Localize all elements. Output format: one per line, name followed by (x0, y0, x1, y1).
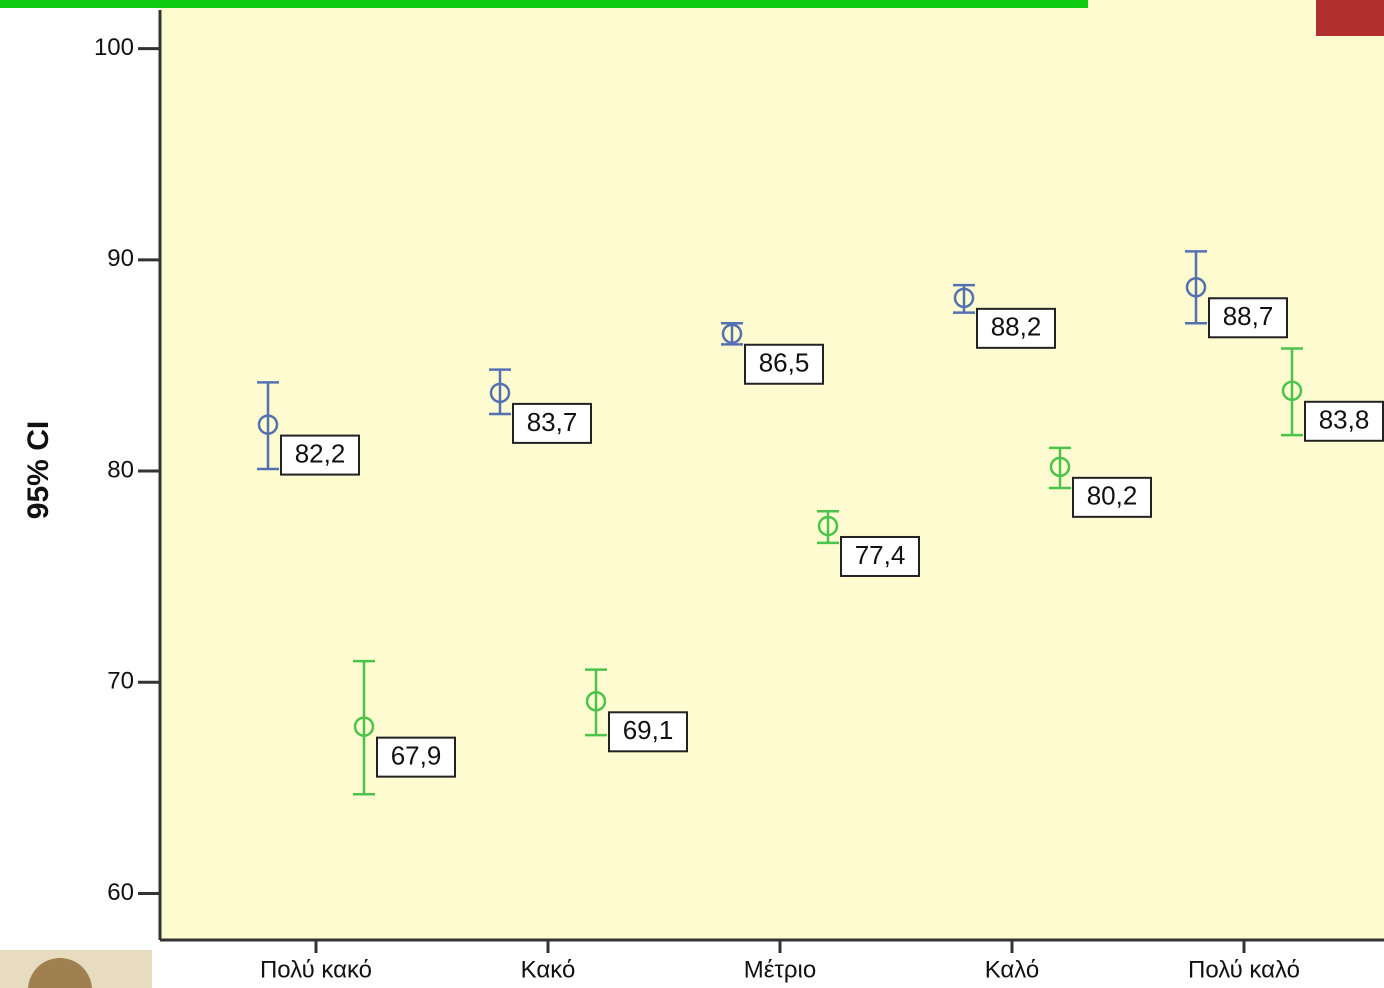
value-label-box (1072, 476, 1152, 518)
mean-marker (353, 716, 375, 737)
x-tick-label: Πολύ καλό (1188, 956, 1300, 983)
y-tick-label: 100 (94, 34, 134, 61)
mean-marker (1281, 380, 1303, 402)
value-label: 67,9 (391, 741, 442, 771)
value-label: 82,2 (295, 438, 346, 468)
y-tick-label: 70 (107, 668, 134, 695)
value-label-box (608, 711, 688, 753)
value-label-box (840, 535, 920, 577)
x-tick-label: Μέτριο (744, 956, 817, 983)
corner-badge (1316, 0, 1384, 36)
value-label: 69,1 (623, 715, 674, 745)
value-label: 88,2 (991, 312, 1042, 342)
value-label-box (744, 343, 824, 385)
y-axis-label: 95% CI (22, 421, 55, 519)
value-label: 80,2 (1087, 481, 1138, 511)
mean-marker (817, 515, 839, 537)
y-tick-label: 90 (107, 245, 134, 272)
mean-marker (489, 382, 511, 404)
value-label-box (1304, 400, 1384, 442)
value-label-box (376, 736, 456, 778)
mean-marker (257, 414, 279, 435)
y-tick-label: 60 (107, 879, 134, 906)
y-tick-label: 80 (107, 456, 134, 483)
x-tick-label: Πολύ κακό (260, 956, 372, 983)
value-label-box (1208, 297, 1288, 339)
value-label: 88,7 (1223, 301, 1274, 331)
mean-marker (1185, 277, 1207, 298)
value-label-box (976, 307, 1056, 349)
value-label: 83,7 (527, 407, 578, 437)
value-label: 83,8 (1319, 405, 1370, 435)
x-tick-label: Καλό (985, 956, 1040, 983)
value-label-box (280, 434, 360, 476)
value-label: 77,4 (855, 540, 906, 570)
value-label: 86,5 (759, 348, 810, 378)
value-label-box (512, 402, 592, 444)
mean-marker (585, 691, 607, 712)
x-tick-label: Κακό (521, 956, 576, 983)
mean-marker (953, 287, 975, 309)
mean-marker (721, 323, 743, 345)
mean-marker (1049, 456, 1071, 478)
logo-icon (28, 958, 92, 988)
top-bar (0, 0, 1088, 8)
